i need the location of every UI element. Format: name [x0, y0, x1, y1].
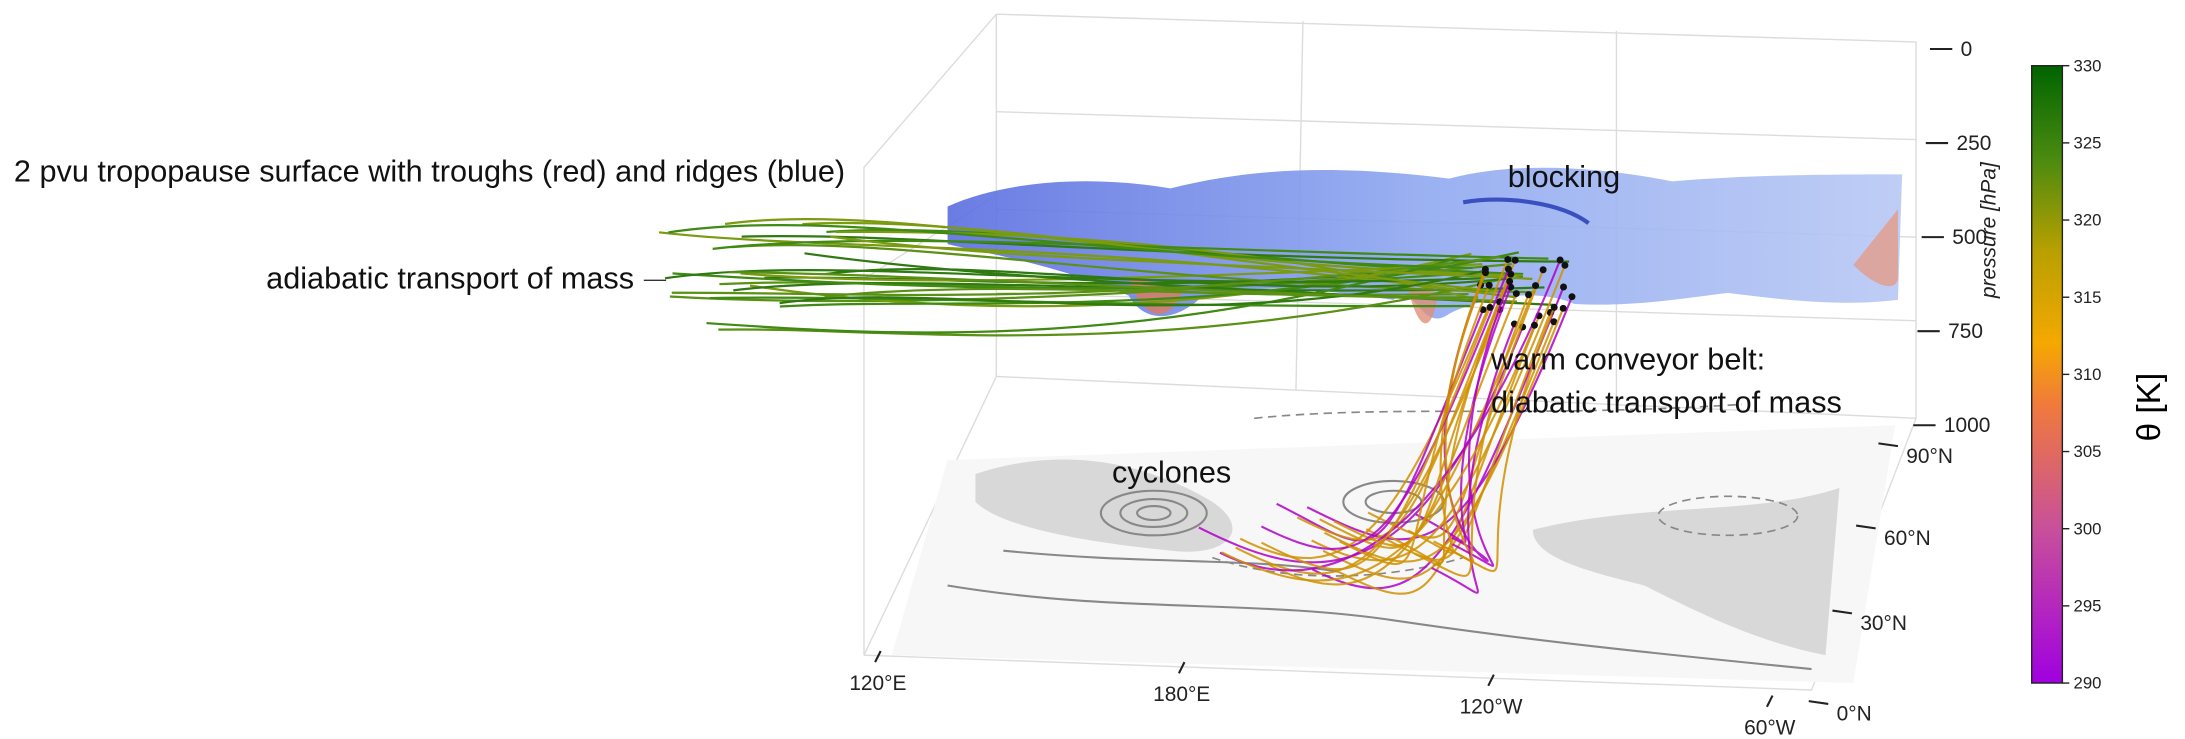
trajectory-end	[1504, 256, 1511, 263]
trajectory-end	[1505, 266, 1512, 273]
trajectory-end	[1512, 257, 1519, 264]
lat-tick-label: 90°N	[1906, 445, 1953, 468]
colorbar-label: θ [K]	[2131, 373, 2168, 442]
trajectory-end	[1557, 257, 1564, 264]
annotation: 2 pvu tropopause surface with troughs (r…	[14, 154, 845, 188]
x-tick-label: 120°W	[1460, 696, 1523, 719]
colorbar-tick-label: 290	[2074, 674, 2102, 693]
x-tick-label: 120°E	[849, 672, 906, 695]
y-tick-label: 750	[1948, 320, 1983, 343]
annotation: cyclones	[1112, 455, 1231, 489]
tick-mark	[1809, 701, 1829, 704]
trajectory-end	[1532, 282, 1539, 289]
trajectory-end	[1513, 290, 1520, 297]
trajectory-end	[1486, 304, 1493, 311]
colorbar-tick-label: 295	[2074, 596, 2102, 615]
tick-mark	[875, 651, 881, 662]
trajectory-end	[1540, 266, 1547, 273]
annotation: warm conveyor belt:	[1490, 343, 1765, 377]
colorbar-tick-label: 330	[2074, 56, 2102, 75]
y-tick-label: 0	[1961, 38, 1973, 61]
y-tick-label: 1000	[1944, 414, 1990, 437]
figure: 2 pvu tropopause surface with troughs (r…	[0, 0, 2185, 739]
trajectory-end	[1560, 305, 1567, 312]
tick-mark	[1488, 675, 1494, 686]
trajectory-end	[1482, 269, 1489, 276]
trajectory-end	[1486, 282, 1493, 289]
annotation: adiabatic transport of mass	[266, 262, 634, 296]
colorbar-tick-label: 310	[2074, 365, 2102, 384]
annotation: blocking	[1508, 160, 1620, 194]
tick-mark	[1767, 696, 1773, 707]
colorbar-tick-label: 315	[2074, 288, 2102, 307]
lat-tick-label: 30°N	[1860, 612, 1907, 635]
lat-tick-label: 0°N	[1837, 703, 1872, 726]
tick-mark	[1179, 662, 1185, 673]
trajectory-end	[1560, 283, 1567, 290]
colorbar	[2032, 66, 2063, 683]
trajectory-end	[1525, 291, 1532, 298]
trajectory-end	[1551, 304, 1558, 311]
trajectory-end	[1506, 278, 1513, 285]
colorbar-tick-label: 300	[2074, 519, 2102, 538]
trajectory-end	[1531, 322, 1538, 329]
x-tick-label: 180°E	[1153, 683, 1210, 706]
trajectory-end	[1561, 262, 1568, 269]
annotation: diabatic transport of mass	[1491, 386, 1842, 420]
y-tick-label: 250	[1956, 132, 1991, 155]
lat-tick-label: 60°N	[1884, 527, 1931, 550]
y-tick-label: 500	[1952, 226, 1987, 249]
x-tick-label: 60°W	[1744, 717, 1796, 739]
colorbar-tick-label: 325	[2074, 133, 2102, 152]
colorbar-tick-label: 305	[2074, 442, 2102, 461]
trajectory-end	[1569, 293, 1576, 300]
colorbar-tick-label: 320	[2074, 211, 2102, 230]
